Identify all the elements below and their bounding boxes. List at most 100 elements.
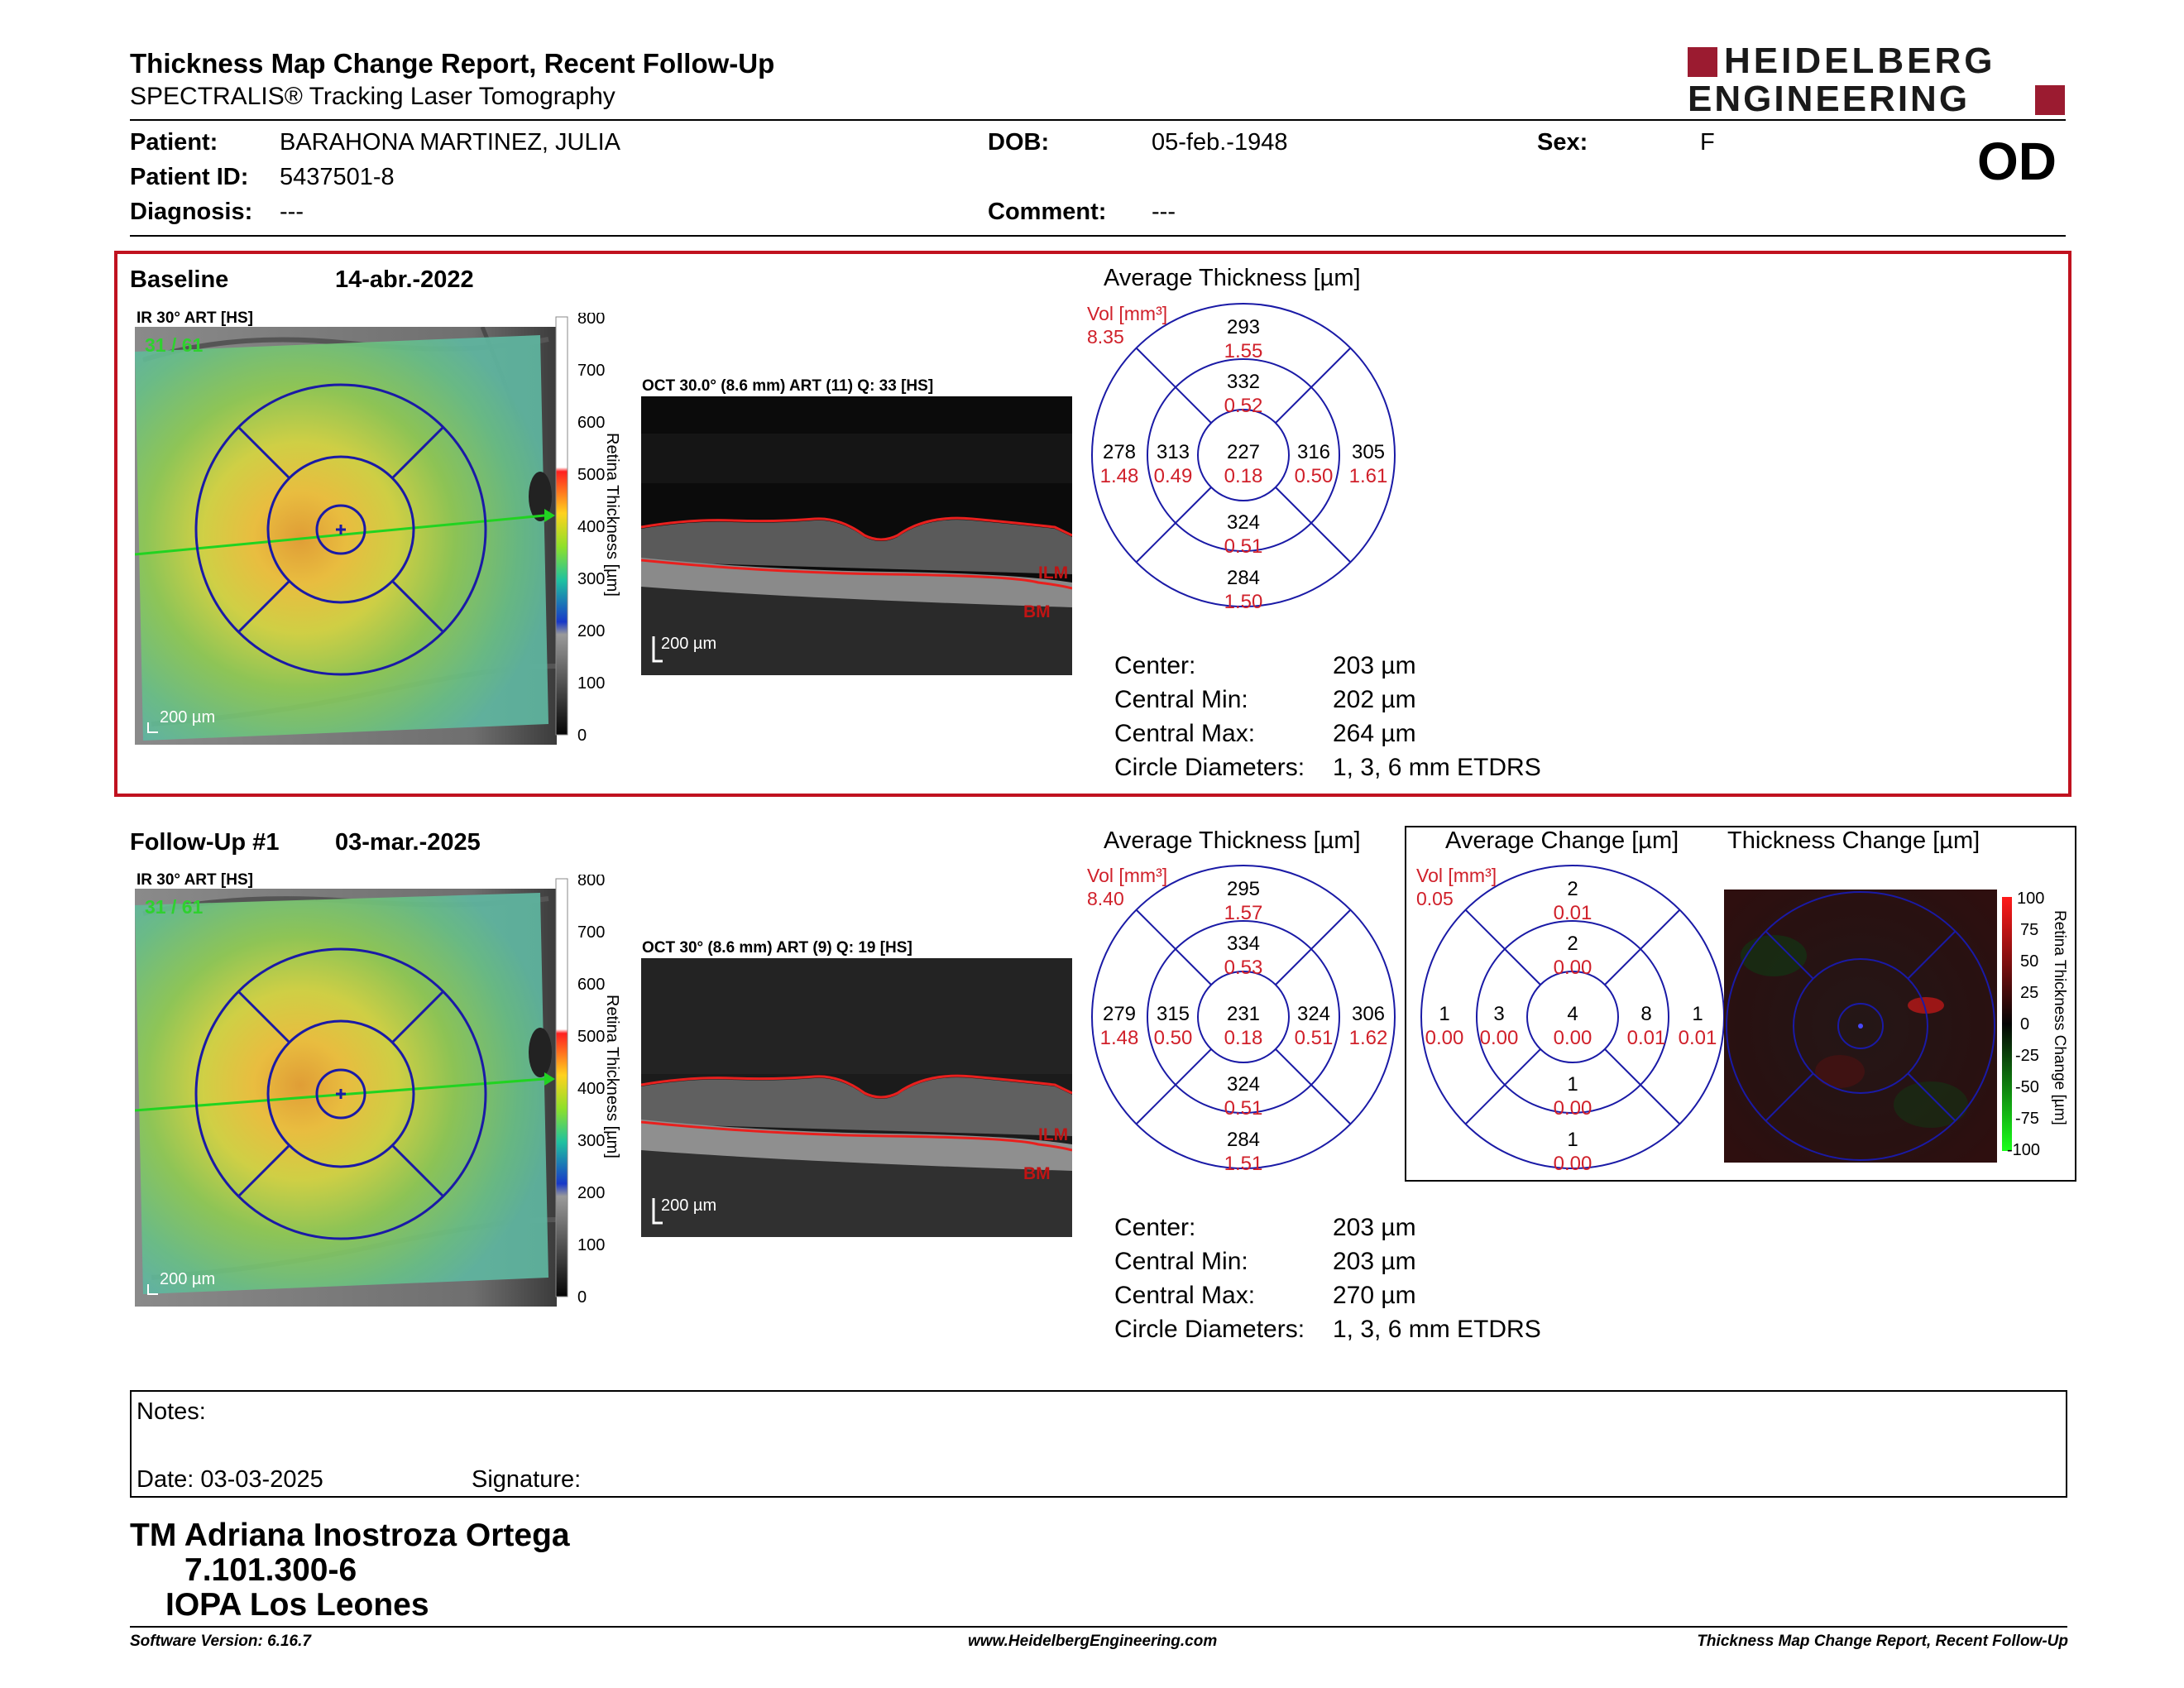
signoff-name: TM Adriana Inostroza Ortega <box>130 1518 570 1553</box>
followup-cb-tick: 600 <box>577 976 605 994</box>
baseline-etdrs-outer-sup: 293 <box>1227 316 1260 338</box>
baseline-etdrs-outer-sup-vol: 1.55 <box>1224 340 1263 362</box>
baseline-cb-tick: 800 <box>577 313 605 328</box>
followup-cb-tick: 200 <box>577 1184 605 1202</box>
baseline-ir-label: IR 30° ART [HS] <box>136 309 253 327</box>
baseline-etdrs-outer-temp: 278 <box>1103 441 1136 463</box>
baseline-colorbar: 800 700 600 500 400 300 200 100 0 Retina… <box>555 313 621 743</box>
stat-value: 203 µm <box>1333 652 1416 679</box>
followup-ilm-label: ILM <box>1038 1125 1068 1144</box>
change-cb-tick: 100 <box>2017 890 2044 908</box>
followup-etdrs-inner-inf: 324 <box>1227 1073 1260 1096</box>
stat-value: 1, 3, 6 mm ETDRS <box>1333 1316 1541 1343</box>
comment-label: Comment: <box>988 199 1107 225</box>
baseline-oct-scale: 200 µm <box>661 635 716 653</box>
followup-stat-row: Central Max: 270 µm <box>1114 1278 1541 1312</box>
followup-etdrs-center-vol: 0.18 <box>1224 1027 1263 1049</box>
baseline-etdrs-title: Average Thickness [µm] <box>1104 265 1361 291</box>
logo-line2: ENGINEERING <box>1688 79 1971 119</box>
stat-label: Central Max: <box>1114 720 1256 747</box>
followup-etdrs-outer-sup-vol: 1.57 <box>1224 902 1263 924</box>
followup-stat-row: Central Min: 203 µm <box>1114 1244 1541 1278</box>
change-vol-label: Vol [mm³] <box>1416 865 1497 886</box>
baseline-stat-row: Central Min: 202 µm <box>1114 683 1541 717</box>
followup-cb-tick: 500 <box>577 1028 605 1046</box>
change-etdrs-inner-sup-vol: 0.00 <box>1554 957 1592 979</box>
baseline-cb-tick: 400 <box>577 518 605 536</box>
followup-etdrs-title: Average Thickness [µm] <box>1104 827 1361 854</box>
followup-cb-tick: 400 <box>577 1080 605 1098</box>
baseline-etdrs-outer-nas: 305 <box>1352 441 1385 463</box>
followup-etdrs-inner-sup-vol: 0.53 <box>1224 957 1263 979</box>
followup-cb-tick: 100 <box>577 1236 605 1254</box>
baseline-stat-row: Central Max: 264 µm <box>1114 717 1541 750</box>
followup-etdrs-inner-temp-vol: 0.50 <box>1154 1027 1193 1049</box>
followup-cb-tick: 800 <box>577 875 605 890</box>
footer-url[interactable]: www.HeidelbergEngineering.com <box>968 1633 1218 1650</box>
baseline-cb-tick: 300 <box>577 570 605 588</box>
followup-etdrs-outer-inf: 284 <box>1227 1129 1260 1151</box>
report-title: Thickness Map Change Report, Recent Foll… <box>130 48 775 79</box>
followup-etdrs-outer-sup: 295 <box>1227 878 1260 900</box>
header-rule <box>130 119 2066 121</box>
notes-date: Date: 03-03-2025 <box>136 1466 323 1493</box>
stat-label: Central Min: <box>1114 1248 1248 1275</box>
stat-value: 1, 3, 6 mm ETDRS <box>1333 754 1541 781</box>
stat-value: 203 µm <box>1333 1214 1416 1241</box>
followup-etdrs-outer-temp: 279 <box>1103 1003 1136 1025</box>
change-etdrs-outer-temp: 1 <box>1439 1003 1449 1025</box>
change-cb-tick: -25 <box>2015 1047 2039 1065</box>
baseline-date: 14-abr.-2022 <box>335 266 474 293</box>
baseline-cb-tick: 100 <box>577 674 605 693</box>
baseline-etdrs-inner-inf: 324 <box>1227 511 1260 534</box>
baseline-stats: Center: 203 µm Central Min: 202 µm Central… <box>1114 649 1541 784</box>
followup-etdrs-outer-nas-vol: 1.62 <box>1349 1027 1388 1049</box>
baseline-etdrs-outer-inf: 284 <box>1227 567 1260 589</box>
baseline-vol-total: 8.35 <box>1087 326 1124 348</box>
baseline-oct-label: OCT 30.0° (8.6 mm) ART (11) Q: 33 [HS] <box>642 377 934 395</box>
baseline-stat-row: Center: 203 µm <box>1114 649 1541 683</box>
change-cb-tick: -100 <box>2007 1141 2040 1159</box>
change-etdrs-inner-sup: 2 <box>1567 933 1578 955</box>
followup-oct-label: OCT 30° (8.6 mm) ART (9) Q: 19 [HS] <box>642 939 912 957</box>
followup-etdrs-inner-inf-vol: 0.51 <box>1224 1097 1263 1120</box>
stat-label: Central Max: <box>1114 1282 1256 1309</box>
followup-cb-title: Retina Thickness [µm] <box>603 995 621 1158</box>
baseline-ilm-label: ILM <box>1038 563 1068 583</box>
baseline-etdrs-inner-temp: 313 <box>1157 441 1190 463</box>
signature-label: Signature: <box>472 1466 582 1493</box>
followup-etdrs-inner-nas: 324 <box>1297 1003 1330 1025</box>
baseline-etdrs-inner-sup-vol: 0.52 <box>1224 395 1263 417</box>
baseline-etdrs-inner-sup: 332 <box>1227 371 1260 393</box>
followup-cb-tick: 300 <box>577 1132 605 1150</box>
change-etdrs-grid: Vol [mm³] 0.05 2 0.01 2 0.00 1 0.00 3 0.… <box>1416 865 1725 1175</box>
change-etdrs-outer-temp-vol: 0.00 <box>1425 1027 1464 1049</box>
notes-box[interactable] <box>130 1390 2067 1498</box>
followup-colorbar: 800 700 600 500 400 300 200 100 0 Retina… <box>555 875 621 1305</box>
comment-value: --- <box>1152 199 1176 225</box>
patient-id: 5437501-8 <box>280 164 395 190</box>
patient-label: Patient: <box>130 129 218 156</box>
eye-indicator: OD <box>1977 132 2057 191</box>
baseline-etdrs-center-vol: 0.18 <box>1224 465 1263 487</box>
change-etdrs-outer-nas: 1 <box>1692 1003 1703 1025</box>
followup-ir-label: IR 30° ART [HS] <box>136 871 253 889</box>
change-panel <box>1405 826 2076 1182</box>
followup-stats: Center: 203 µm Central Min: 203 µm Central… <box>1114 1211 1541 1346</box>
baseline-etdrs-outer-temp-vol: 1.48 <box>1100 465 1139 487</box>
change-cb-tick: 25 <box>2020 984 2038 1002</box>
change-etdrs-outer-sup: 2 <box>1567 878 1578 900</box>
baseline-frame <box>114 251 2071 797</box>
change-cb-tick: 0 <box>2020 1015 2029 1033</box>
patient-id-label: Patient ID: <box>130 164 249 190</box>
followup-bm-label: BM <box>1023 1164 1051 1183</box>
followup-date: 03-mar.-2025 <box>335 829 481 856</box>
baseline-etdrs-inner-inf-vol: 0.51 <box>1224 535 1263 558</box>
change-etdrs-outer-inf-vol: 0.00 <box>1554 1153 1592 1175</box>
baseline-etdrs-inner-nas: 316 <box>1297 441 1330 463</box>
baseline-cb-title: Retina Thickness [µm] <box>603 433 621 597</box>
change-etdrs-inner-temp: 3 <box>1493 1003 1504 1025</box>
followup-label: Follow-Up #1 <box>130 829 280 856</box>
followup-ir-frame: 31 / 61 <box>145 896 204 918</box>
baseline-thickness-map: 31 / 61 200 µm <box>135 327 557 745</box>
